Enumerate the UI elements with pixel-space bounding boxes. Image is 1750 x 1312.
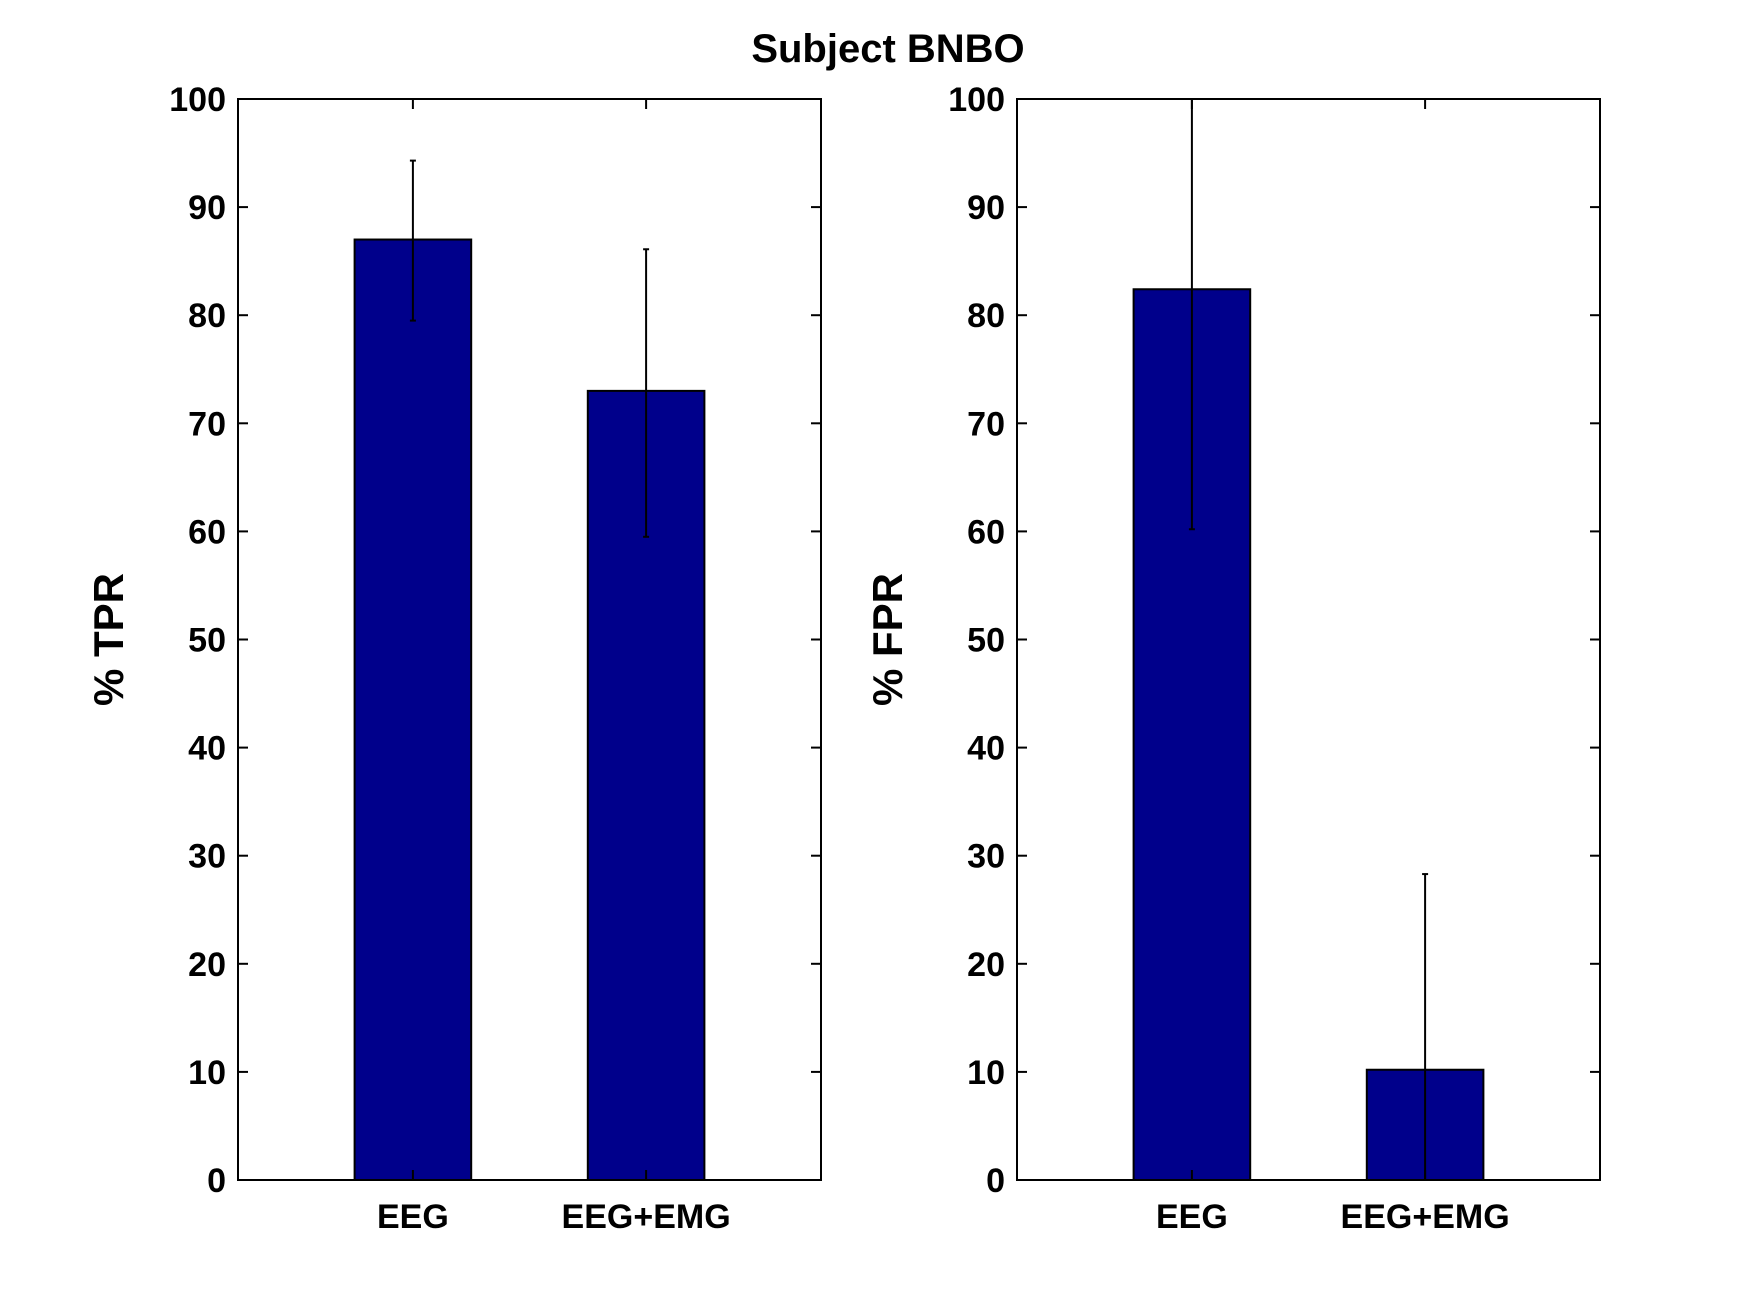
y-tick-label: 20 [967,946,1005,984]
y-tick-label: 70 [188,405,226,443]
y-tick-label: 30 [967,838,1005,876]
y-tick-label: 0 [986,1162,1005,1200]
y-tick-label: 100 [948,81,1005,119]
y-tick-label: 50 [967,622,1005,660]
y-tick-label: 40 [967,730,1005,768]
fpr-panel: 0 10 20 30 40 50 60 70 80 90 100 EEG EEG+EMG % FPR [864,81,1601,1236]
y-tick-label: 50 [188,622,226,660]
y-tick-label: 90 [188,189,226,227]
y-tick-label: 100 [169,81,226,119]
y-tick-label: 60 [967,513,1005,551]
y-tick-label: 80 [188,297,226,335]
y-tick-label: 10 [967,1054,1005,1092]
y-tick-label: 10 [188,1054,226,1092]
x-tick-label: EEG [1156,1198,1228,1236]
y-axis-label: % TPR [85,573,132,706]
x-tick-label: EEG [377,1198,449,1236]
y-tick-label: 40 [188,730,226,768]
y-tick-label: 30 [188,838,226,876]
y-tick-label: 80 [967,297,1005,335]
x-tick-label: EEG+EMG [1341,1198,1510,1236]
x-tick-label: EEG+EMG [562,1198,731,1236]
y-tick-label: 60 [188,513,226,551]
bar-eeg [353,238,473,1181]
y-tick-label: 70 [967,405,1005,443]
y-tick-label: 20 [188,946,226,984]
y-tick-label: 90 [967,189,1005,227]
y-axis-label: % FPR [864,573,911,706]
tpr-panel: 0 10 20 30 40 50 60 70 80 90 100 EEG EEG+EMG % TPR [85,81,822,1236]
y-tick-label: 0 [207,1162,226,1200]
figure-title: Subject BNBO [751,27,1024,71]
